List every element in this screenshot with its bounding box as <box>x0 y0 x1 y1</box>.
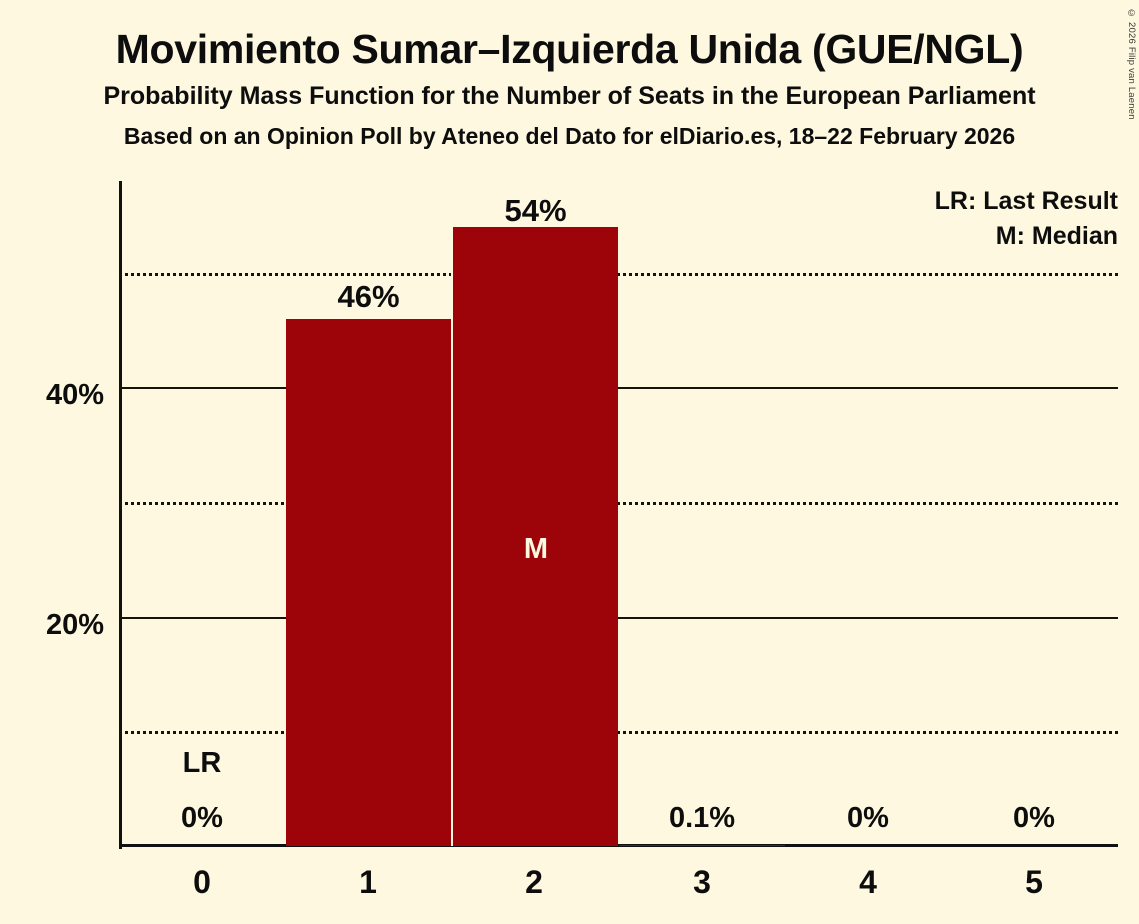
bar-seats-3 <box>619 844 785 846</box>
gridline-10 <box>119 731 1118 735</box>
x-tick-label-5: 5 <box>1025 864 1043 900</box>
gridline-20 <box>119 616 1118 619</box>
plot-area: M LR 0% 46% 54% 0.1% 0% 0% <box>119 181 1118 846</box>
x-tick-label-1: 1 <box>359 864 377 900</box>
legend-item-median: M: Median <box>995 222 1118 250</box>
x-tick-label-2: 2 <box>525 864 543 900</box>
x-tick-label-3: 3 <box>693 864 711 900</box>
x-tick-label-4: 4 <box>859 864 877 900</box>
chart-header: Movimiento Sumar–Izquierda Unida (GUE/NG… <box>0 0 1139 150</box>
chart-source-note: Based on an Opinion Poll by Ateneo del D… <box>123 123 1016 149</box>
x-tick-label-0: 0 <box>193 864 211 900</box>
bar-value-label-0: 0% <box>181 802 223 834</box>
bar-value-label-2: 54% <box>504 193 567 228</box>
median-marker: M <box>523 533 549 565</box>
last-result-marker: LR <box>182 747 222 779</box>
y-axis-ticks: 40% 20% <box>0 181 1139 846</box>
gridline-40 <box>119 387 1118 390</box>
gridline-30 <box>119 502 1118 506</box>
bar-seats-2 <box>453 226 618 846</box>
bar-value-label-1: 46% <box>337 279 400 314</box>
x-axis-line <box>119 844 1118 847</box>
chart-legend: LR: Last Result M: Median <box>935 184 1118 254</box>
y-axis-line <box>119 181 122 849</box>
y-tick-label-20: 20% <box>45 609 104 641</box>
bar-value-label-3: 0.1% <box>668 802 736 834</box>
bar-value-label-5: 0% <box>1013 802 1055 834</box>
gridline-50 <box>119 272 1118 276</box>
bar-separator <box>451 226 453 846</box>
chart-title: Movimiento Sumar–Izquierda Unida (GUE/NG… <box>115 26 1024 72</box>
legend-item-last-result: LR: Last Result <box>934 187 1118 215</box>
chart-subtitle: Probability Mass Function for the Number… <box>103 82 1036 110</box>
bar-value-label-4: 0% <box>847 802 889 834</box>
copyright-notice: © 2026 Filip van Laenen <box>1126 8 1137 120</box>
y-tick-label-40: 40% <box>45 379 104 411</box>
bar-seats-1 <box>286 318 451 846</box>
